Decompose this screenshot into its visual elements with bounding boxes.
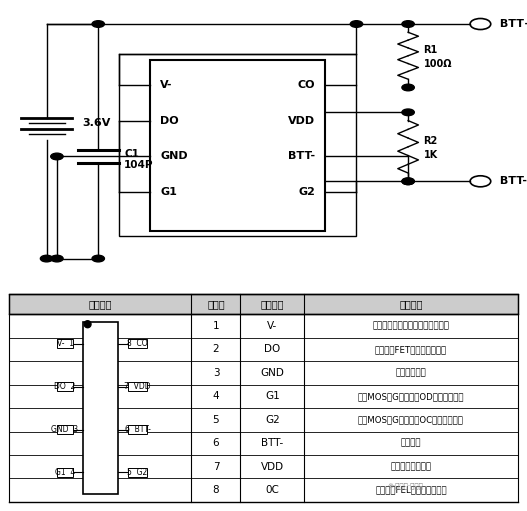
Text: R2: R2: [424, 136, 438, 146]
Text: G1  4: G1 4: [55, 468, 75, 477]
Text: 1: 1: [213, 321, 219, 331]
Text: BTT+: BTT+: [496, 19, 527, 29]
Text: 封装形式: 封装形式: [89, 299, 112, 309]
Text: 100Ω: 100Ω: [424, 59, 452, 69]
Bar: [9, 294, 518, 314]
Circle shape: [51, 153, 63, 160]
Circle shape: [402, 178, 414, 184]
Circle shape: [41, 256, 53, 262]
Text: 8: 8: [213, 485, 219, 495]
Text: 1K: 1K: [424, 150, 438, 160]
Bar: [57, 468, 73, 477]
Bar: [128, 425, 148, 434]
Text: 接电池芯负极: 接电池芯负极: [396, 368, 426, 378]
Circle shape: [402, 178, 414, 184]
Circle shape: [92, 256, 104, 262]
Text: R1: R1: [424, 45, 438, 55]
Text: 5: 5: [213, 415, 219, 425]
Text: 放电控制FET门限连接管脚。: 放电控制FET门限连接管脚。: [375, 345, 447, 354]
Text: 2: 2: [213, 344, 219, 355]
Bar: [128, 339, 148, 348]
Text: 管脚号: 管脚号: [207, 299, 225, 309]
Text: 7: 7: [213, 462, 219, 472]
Text: BTT-: BTT-: [288, 151, 315, 161]
Text: 8  CO: 8 CO: [127, 339, 148, 348]
Text: CO: CO: [298, 80, 315, 90]
Text: VDD: VDD: [261, 462, 284, 472]
Bar: [119, 54, 356, 237]
Text: V-  1: V- 1: [56, 339, 74, 348]
Text: DO: DO: [264, 344, 280, 355]
Text: GND: GND: [160, 151, 188, 161]
Text: GND: GND: [260, 368, 284, 378]
Text: V-: V-: [160, 80, 173, 90]
Circle shape: [92, 21, 104, 27]
Bar: [57, 339, 73, 348]
Text: 放电MOS管G极，连接OD，外部连接。: 放电MOS管G极，连接OD，外部连接。: [358, 392, 464, 401]
Text: 充电MOS管G极，连接OC，外部连接。: 充电MOS管G极，连接OC，外部连接。: [358, 415, 464, 424]
Bar: [128, 382, 148, 391]
Circle shape: [402, 109, 414, 115]
Text: V-: V-: [267, 321, 277, 331]
Circle shape: [51, 256, 63, 262]
Text: G2: G2: [265, 415, 280, 425]
Circle shape: [402, 84, 414, 91]
Bar: [83, 322, 118, 494]
Text: G2: G2: [298, 188, 315, 197]
Text: 6  BTT-: 6 BTT-: [124, 425, 151, 434]
Bar: [57, 382, 73, 391]
Bar: [150, 60, 326, 231]
Text: G1: G1: [265, 391, 280, 401]
Text: 0C: 0C: [266, 485, 279, 495]
Text: ※·一电路·一点通: ※·一电路·一点通: [387, 482, 423, 489]
Text: DO: DO: [160, 115, 179, 126]
Text: BTT-: BTT-: [496, 176, 527, 187]
Bar: [128, 468, 148, 477]
Text: 电流感应输入管脚，充电器检测。: 电流感应输入管脚，充电器检测。: [373, 321, 450, 331]
Text: C1: C1: [124, 149, 139, 159]
Text: 5  G2: 5 G2: [128, 468, 148, 477]
Text: VDD: VDD: [288, 115, 315, 126]
Circle shape: [350, 21, 363, 27]
Text: 充电负极: 充电负极: [401, 439, 421, 448]
Text: 管脚名称: 管脚名称: [260, 299, 284, 309]
Text: 6: 6: [213, 438, 219, 448]
Text: GND  3: GND 3: [52, 425, 79, 434]
Text: 3: 3: [213, 368, 219, 378]
Text: 7  VDD: 7 VDD: [124, 382, 151, 391]
Text: 4: 4: [213, 391, 219, 401]
Text: 充电控制FEL门限连接管脚。: 充电控制FEL门限连接管脚。: [375, 485, 447, 495]
Circle shape: [84, 321, 91, 328]
Text: G1: G1: [160, 188, 177, 197]
Text: 104P: 104P: [124, 160, 153, 170]
Text: 管脚描述: 管脚描述: [399, 299, 423, 309]
Bar: [57, 425, 73, 434]
Text: DO  2: DO 2: [54, 382, 76, 391]
Text: BTT-: BTT-: [261, 438, 284, 448]
Circle shape: [402, 21, 414, 27]
Text: 正电源输入管脚。: 正电源输入管脚。: [391, 462, 432, 471]
Text: 3.6V: 3.6V: [83, 119, 111, 128]
